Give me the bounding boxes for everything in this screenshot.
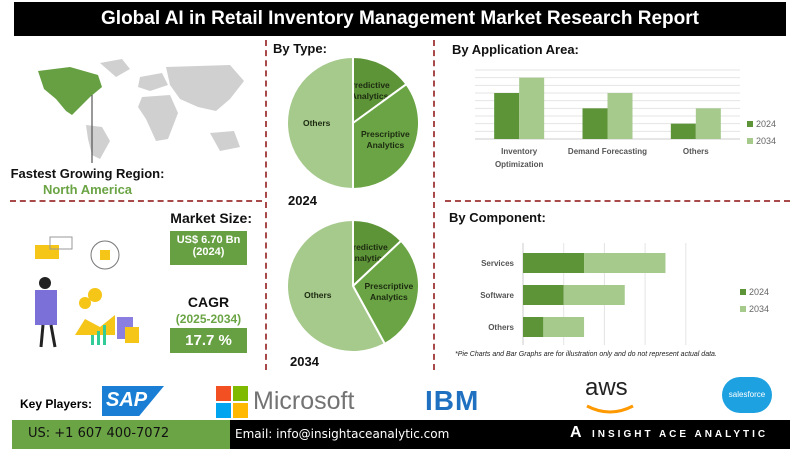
pie-slice-label: Analytics <box>366 140 404 150</box>
category-label: Optimization <box>495 160 544 169</box>
pie-slice-label: Analytics <box>349 253 387 263</box>
pie-slice <box>286 55 354 191</box>
legend-swatch <box>747 121 753 127</box>
cagr-label: CAGR <box>187 294 230 310</box>
category-label: Inventory <box>501 147 538 156</box>
application-bar-chart: Inventory Optimization Demand Forecasting O… <box>475 69 776 169</box>
legend-label: 2024 <box>749 287 769 297</box>
pie-slice-label: Prescriptive <box>365 281 414 291</box>
bar <box>519 77 545 139</box>
phone-number: US: +1 607 400-7072 <box>28 426 170 441</box>
pie-slice-label: Analytics <box>370 292 408 302</box>
category-label: Demand Forecasting <box>568 147 647 156</box>
legend-swatch <box>740 289 746 295</box>
divider <box>433 40 435 370</box>
legend-swatch <box>740 306 746 312</box>
legend-label: 2034 <box>749 304 769 314</box>
legend-swatch <box>747 138 753 144</box>
pie-2024-label: 2024 <box>288 193 317 208</box>
microsoft-logo-icon <box>216 386 248 418</box>
bar-segment <box>523 285 564 305</box>
contact-bar: Email: info@insightaceanalytic.com A INS… <box>230 420 790 449</box>
cagr-period: (2025-2034) <box>175 312 242 326</box>
brand-name: INSIGHT ACE ANALYTIC <box>592 429 769 440</box>
bar-segment <box>523 253 585 273</box>
aws-logo: aws <box>585 374 628 401</box>
microsoft-logo: Microsoft <box>253 387 355 415</box>
market-size-label: Market Size: <box>170 210 252 226</box>
category-label: Software <box>480 291 514 300</box>
by-type-title: By Type: <box>273 41 327 56</box>
ai-retail-illustration <box>35 236 139 348</box>
pie-2034-label: 2034 <box>290 354 319 369</box>
bar <box>607 93 633 139</box>
disclaimer-note: *Pie Charts and Bar Graphs are for illus… <box>455 351 717 358</box>
pie-chart-2034: PredictiveAnalyticsPrescriptiveAnalytics… <box>286 218 420 353</box>
pie-slice <box>352 82 420 191</box>
bar-segment <box>584 253 666 273</box>
pie-slice-label: Predictive <box>349 80 390 90</box>
bar-segment <box>563 285 625 305</box>
divider <box>265 40 267 370</box>
salesforce-logo: salesforce <box>722 377 772 413</box>
pie-chart-2024: PredictiveAnalyticsPrescriptiveAnalytics… <box>286 55 420 191</box>
application-title: By Application Area: <box>452 42 579 57</box>
pie-slice-label: Prescriptive <box>361 129 410 139</box>
category-label: Services <box>481 259 514 268</box>
bar <box>670 123 696 139</box>
pie-slice <box>286 218 387 353</box>
pie-slice-label: Predictive <box>347 242 388 252</box>
email-link[interactable]: Email: info@insightaceanalytic.com <box>235 427 450 441</box>
legend-label: 2024 <box>756 119 776 129</box>
pie-slice-label: Analytics <box>351 91 389 101</box>
market-size-box: US$ 6.70 Bn (2024) <box>170 231 247 265</box>
pie-slice <box>351 239 420 346</box>
report-title: Global AI in Retail Inventory Management… <box>14 2 786 36</box>
bar <box>582 108 608 139</box>
market-size-value: US$ 6.70 Bn <box>176 234 241 246</box>
phone-bar: US: +1 607 400-7072 <box>12 420 230 449</box>
market-size-year: (2024) <box>192 246 225 258</box>
pie-slice <box>352 55 408 125</box>
cagr-value: 17.7 % <box>170 328 247 353</box>
key-players-label: Key Players: <box>20 397 93 411</box>
sap-logo: SAP <box>102 386 164 416</box>
pie-slice-label: Others <box>303 118 331 128</box>
bar <box>695 108 721 139</box>
legend-label: 2034 <box>756 136 776 146</box>
region-value: North America <box>42 182 133 197</box>
world-map <box>38 59 244 163</box>
pie-slice-label: Others <box>304 290 332 300</box>
brand-logo-icon: A <box>570 424 582 441</box>
region-label: Fastest Growing Region: <box>10 166 165 181</box>
divider <box>10 200 262 202</box>
bar-segment <box>543 317 585 337</box>
category-label: Others <box>683 147 709 156</box>
category-label: Others <box>488 323 514 332</box>
divider <box>445 200 790 202</box>
aws-smile-icon <box>586 404 634 414</box>
ibm-logo: IBM <box>425 385 480 416</box>
bar <box>494 93 520 139</box>
component-bar-chart: Services Software Others 2024 2034 <box>480 243 769 345</box>
bar-segment <box>523 317 544 337</box>
component-title: By Component: <box>449 210 546 225</box>
